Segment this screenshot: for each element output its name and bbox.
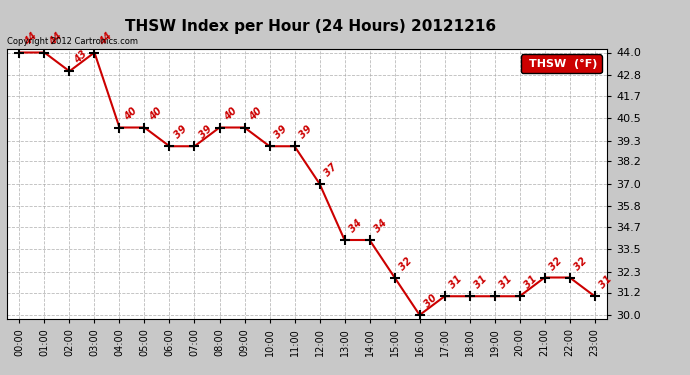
Text: 37: 37 [322, 162, 339, 178]
Text: 32: 32 [397, 255, 414, 272]
Text: 44: 44 [22, 30, 39, 47]
Text: 44: 44 [47, 30, 63, 47]
Text: 40: 40 [122, 105, 139, 122]
Text: 32: 32 [573, 255, 589, 272]
Text: 40: 40 [247, 105, 264, 122]
Text: 31: 31 [447, 274, 464, 291]
Text: 39: 39 [273, 124, 289, 141]
Text: 34: 34 [373, 218, 389, 234]
Text: Copyright 2012 Cartronics.com: Copyright 2012 Cartronics.com [7, 37, 138, 46]
Text: 44: 44 [97, 30, 114, 47]
Text: 32: 32 [547, 255, 564, 272]
Text: 31: 31 [497, 274, 514, 291]
Text: 30: 30 [422, 293, 439, 309]
Text: 39: 39 [172, 124, 189, 141]
Text: 31: 31 [522, 274, 539, 291]
Text: THSW Index per Hour (24 Hours) 20121216: THSW Index per Hour (24 Hours) 20121216 [125, 19, 496, 34]
Text: 34: 34 [347, 218, 364, 234]
Legend: THSW  (°F): THSW (°F) [521, 54, 602, 73]
Text: 31: 31 [598, 274, 614, 291]
Text: 31: 31 [473, 274, 489, 291]
Text: 40: 40 [222, 105, 239, 122]
Text: 40: 40 [147, 105, 164, 122]
Text: 43: 43 [72, 49, 89, 66]
Text: 39: 39 [297, 124, 314, 141]
Text: 39: 39 [197, 124, 214, 141]
